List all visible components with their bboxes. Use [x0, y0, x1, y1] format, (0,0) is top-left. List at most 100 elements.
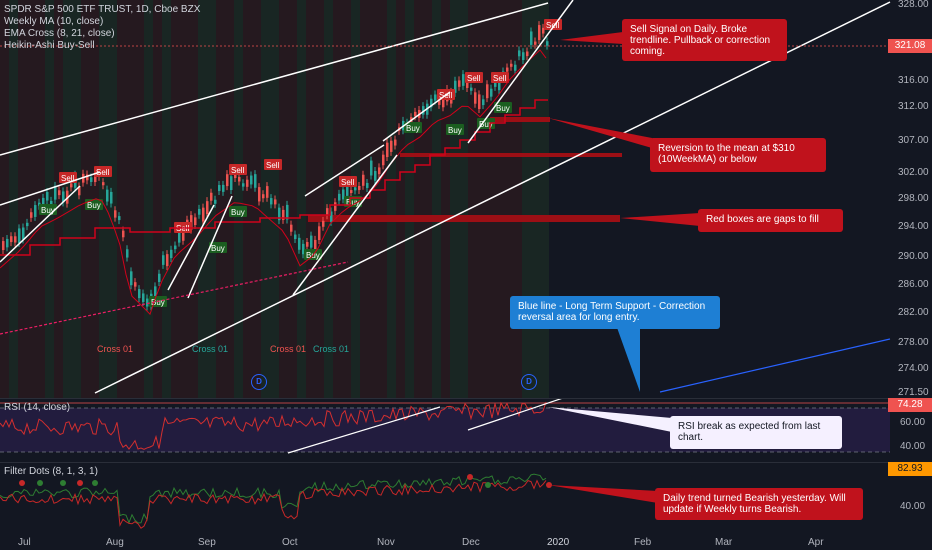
- support-callout-pointer: [615, 322, 640, 392]
- rsi-pane[interactable]: 80.00 60.00 40.00 RSI (14, close) 74.28 …: [0, 398, 932, 462]
- filter-dots-pane[interactable]: 40.00 Filter Dots (8, 1, 3, 1) 82.93 Dai…: [0, 462, 932, 530]
- candle: [498, 80, 501, 91]
- candle: [210, 192, 213, 201]
- price-tick-label: 282.00: [898, 307, 929, 318]
- trend-band: [36, 0, 45, 398]
- trend-band: [468, 0, 477, 398]
- candle: [62, 191, 65, 203]
- candle: [178, 227, 181, 243]
- buy-signal-marker: [404, 122, 422, 133]
- sell-signal-label: Sell: [493, 74, 507, 83]
- current-price-tag: 321.08: [888, 39, 932, 53]
- candle: [478, 94, 481, 110]
- candle: [374, 170, 377, 181]
- time-label: Mar: [715, 537, 733, 548]
- buy-signal-label: Buy: [87, 201, 101, 210]
- filter-dot: [467, 474, 473, 480]
- time-label: Sep: [198, 537, 216, 548]
- trend-band: [99, 0, 108, 398]
- candle: [294, 234, 297, 240]
- candle: [486, 84, 489, 99]
- candle: [462, 74, 465, 86]
- sell-signal-marker: [94, 166, 112, 177]
- indicator-ema-cross[interactable]: EMA Cross (8, 21, close): [4, 28, 115, 39]
- indicator-weekly-ma[interactable]: Weekly MA (10, close): [4, 16, 104, 27]
- trend-band: [117, 0, 126, 398]
- candle: [350, 190, 353, 194]
- sell-signal-label: Sell: [61, 174, 75, 183]
- candle: [162, 255, 165, 265]
- candle: [430, 98, 433, 108]
- candle: [442, 98, 445, 108]
- time-label: Dec: [462, 537, 480, 548]
- weekly-ma-line: [0, 99, 548, 256]
- candle: [146, 298, 149, 307]
- candle: [26, 222, 29, 227]
- trend-band: [522, 0, 531, 398]
- filter-dots-title[interactable]: Filter Dots (8, 1, 3, 1): [4, 466, 98, 477]
- candle: [494, 81, 497, 87]
- trend-band: [45, 0, 54, 398]
- trend-band: [504, 0, 513, 398]
- candle: [422, 106, 425, 115]
- dividend-marker[interactable]: D: [251, 374, 267, 390]
- candle: [46, 192, 49, 201]
- chart-legend: SPDR S&P 500 ETF TRUST, 1D, Cboe BZX Wee…: [4, 4, 200, 52]
- time-label: Nov: [377, 537, 395, 548]
- gaps-callout: Red boxes are gaps to fill: [698, 209, 843, 232]
- candle: [538, 25, 541, 41]
- candle: [370, 160, 373, 176]
- candle: [286, 204, 289, 220]
- trendline-nov: [382, 91, 451, 142]
- candle: [174, 245, 177, 250]
- sell-signal-marker: [465, 72, 483, 83]
- cross-label: Cross 01: [270, 344, 307, 354]
- trend-band: [405, 0, 414, 398]
- candle: [522, 52, 525, 60]
- price-tick-label: 290.00: [898, 251, 929, 262]
- candle: [470, 87, 473, 91]
- indicator-heikin-ashi[interactable]: Heikin-Ashi Buy-Sell: [4, 40, 95, 51]
- rsi-title[interactable]: RSI (14, close): [4, 402, 71, 413]
- buy-signal-label: Buy: [211, 244, 225, 253]
- candle: [78, 186, 81, 196]
- candle: [506, 67, 509, 72]
- price-tick-label: 312.00: [898, 101, 929, 112]
- candle: [342, 189, 345, 200]
- candle: [238, 176, 241, 182]
- buy-signal-label: Buy: [41, 206, 55, 215]
- time-label: Aug: [106, 537, 124, 548]
- filter-signal-line: [0, 479, 547, 529]
- candle: [282, 209, 285, 220]
- candle: [434, 94, 437, 101]
- sell-signal-label: Sell: [341, 178, 355, 187]
- candle: [322, 220, 325, 227]
- buy-signal-label: Buy: [151, 298, 165, 307]
- candle: [490, 88, 493, 97]
- price-chart-svg: SellBuyBuySellBuySellSellBuySellBuyBuySe…: [0, 0, 929, 398]
- time-label: Apr: [808, 537, 824, 548]
- price-tick-label: 274.00: [898, 363, 929, 374]
- trend-band: [387, 0, 396, 398]
- trendline-aug-a: [167, 204, 215, 291]
- trend-band: [495, 0, 504, 398]
- candle: [318, 226, 321, 241]
- time-axis[interactable]: Jul Aug Sep Oct Nov Dec 2020 Feb Mar Apr: [0, 530, 932, 550]
- price-tick-label: 271.50: [898, 387, 929, 398]
- time-label: Oct: [282, 537, 298, 548]
- candle: [518, 50, 521, 57]
- trend-band: [27, 0, 36, 398]
- trend-band: [180, 0, 189, 398]
- price-chart-pane[interactable]: Sell Buy Buy Sell Buy Sell Sell Buy Sell Buy Buy Se…: [0, 0, 932, 398]
- trendline-aug-b: [187, 195, 233, 299]
- buy-signal-label: Buy: [346, 198, 360, 207]
- rsi-value-tag: 74.28: [888, 398, 932, 412]
- buy-signal-label: Buy: [231, 208, 245, 217]
- trend-band: [243, 0, 252, 398]
- trend-band: [333, 0, 342, 398]
- candle: [482, 99, 485, 106]
- candle: [258, 187, 261, 202]
- dividend-marker[interactable]: D: [521, 374, 537, 390]
- time-label: Feb: [634, 537, 652, 548]
- candle: [386, 142, 389, 158]
